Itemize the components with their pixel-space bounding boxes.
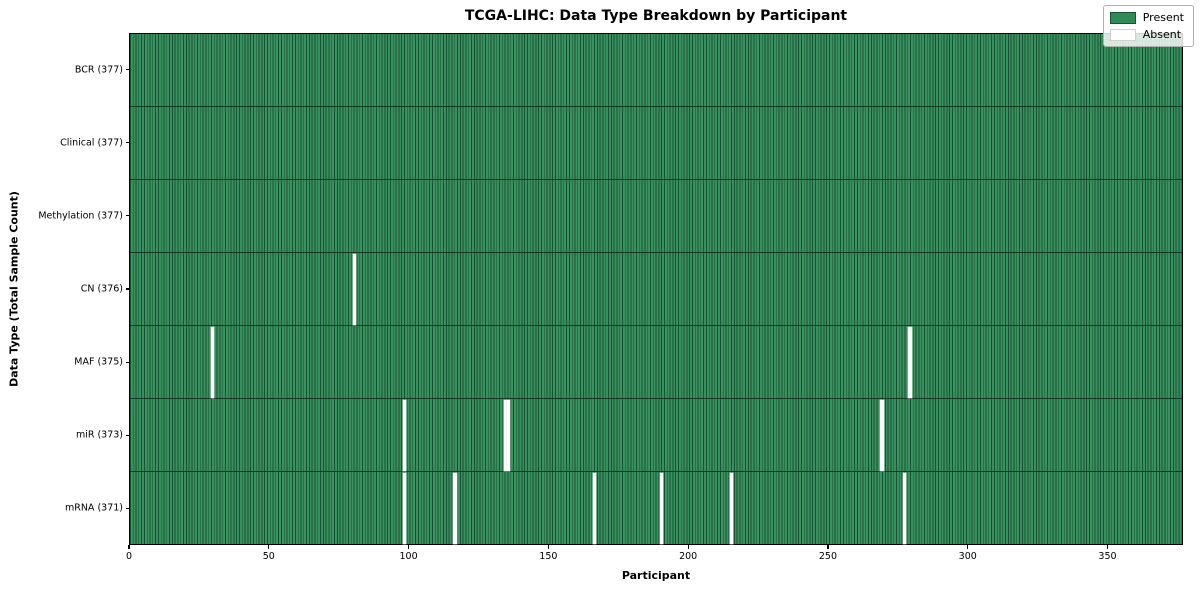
absent-marker-mRNA-277 — [902, 472, 906, 544]
y-tick-mark — [125, 68, 129, 71]
absent-marker-mRNA-166 — [593, 472, 597, 544]
x-tick-mark — [268, 545, 270, 549]
chart-title: TCGA-LIHC: Data Type Breakdown by Partic… — [464, 8, 848, 24]
y-tick-label-MAF: MAF (375) — [74, 356, 123, 368]
absent-marker-mRNA-98 — [403, 472, 407, 544]
x-tick-label-150: 150 — [539, 551, 558, 562]
y-tick-mark — [125, 361, 129, 363]
y-tick-mark — [125, 288, 129, 290]
heatmap-row-MAF — [130, 326, 1182, 399]
legend-swatch-absent — [1109, 28, 1136, 41]
x-tick-label-350: 350 — [1098, 551, 1117, 562]
heatmap-row-BCR — [130, 34, 1182, 107]
y-tick-label-BCR: BCR (377) — [74, 64, 123, 76]
heatmap-row-miR — [130, 399, 1182, 472]
y-tick-label-mRNA: mRNA (371) — [64, 502, 123, 514]
x-tick-label-200: 200 — [679, 551, 698, 562]
absent-marker-mRNA-190 — [659, 472, 664, 544]
legend-label: Absent — [1142, 28, 1182, 41]
legend-item-absent: Absent — [1109, 28, 1184, 41]
y-tick-mark — [125, 507, 129, 510]
heatmap-row-mRNA — [130, 472, 1182, 544]
y-tick-label-miR: miR (373) — [75, 429, 123, 441]
heatmap-row-CN — [130, 253, 1182, 326]
y-tick-label-Methylation: Methylation (377) — [38, 210, 123, 222]
y-tick-mark — [125, 215, 129, 217]
absent-marker-miR-98 — [403, 399, 407, 471]
y-axis-label: Data Type (Total Sample Count) — [7, 191, 21, 387]
absent-marker-mRNA-215 — [729, 472, 733, 544]
heatmap-plot-area — [129, 33, 1183, 545]
legend-label: Present — [1142, 11, 1184, 24]
x-tick-label-50: 50 — [262, 551, 275, 562]
y-tick-label-CN: CN (376) — [80, 283, 123, 295]
x-tick-mark — [407, 545, 410, 549]
absent-marker-miR-135 — [506, 399, 510, 471]
y-tick-mark — [125, 434, 129, 436]
x-axis-label: Participant — [621, 569, 691, 582]
y-tick-label-Clinical: Clinical (377) — [60, 137, 123, 149]
x-tick-label-0: 0 — [125, 551, 133, 562]
x-tick-mark — [967, 545, 969, 549]
legend-swatch-present — [1109, 11, 1136, 24]
legend: Present Absent — [1102, 5, 1194, 47]
x-tick-label-300: 300 — [958, 551, 977, 562]
x-tick-label-100: 100 — [399, 551, 418, 562]
legend-item-present: Present — [1109, 11, 1184, 24]
absent-marker-miR-269 — [880, 399, 884, 471]
x-tick-mark — [1106, 545, 1109, 549]
heatmap-row-Methylation — [130, 180, 1182, 253]
absent-marker-CN-80 — [353, 253, 357, 325]
heatmap-row-Clinical — [130, 107, 1182, 180]
x-tick-mark — [827, 545, 829, 549]
absent-marker-MAF-29 — [210, 326, 214, 398]
y-tick-mark — [125, 142, 129, 144]
absent-marker-miR-134 — [503, 399, 507, 471]
x-tick-label-250: 250 — [818, 551, 838, 562]
x-tick-mark — [128, 545, 130, 549]
absent-marker-mRNA-116 — [453, 472, 457, 544]
x-tick-mark — [547, 545, 549, 549]
absent-marker-MAF-279 — [908, 326, 912, 398]
x-tick-mark — [687, 545, 689, 549]
